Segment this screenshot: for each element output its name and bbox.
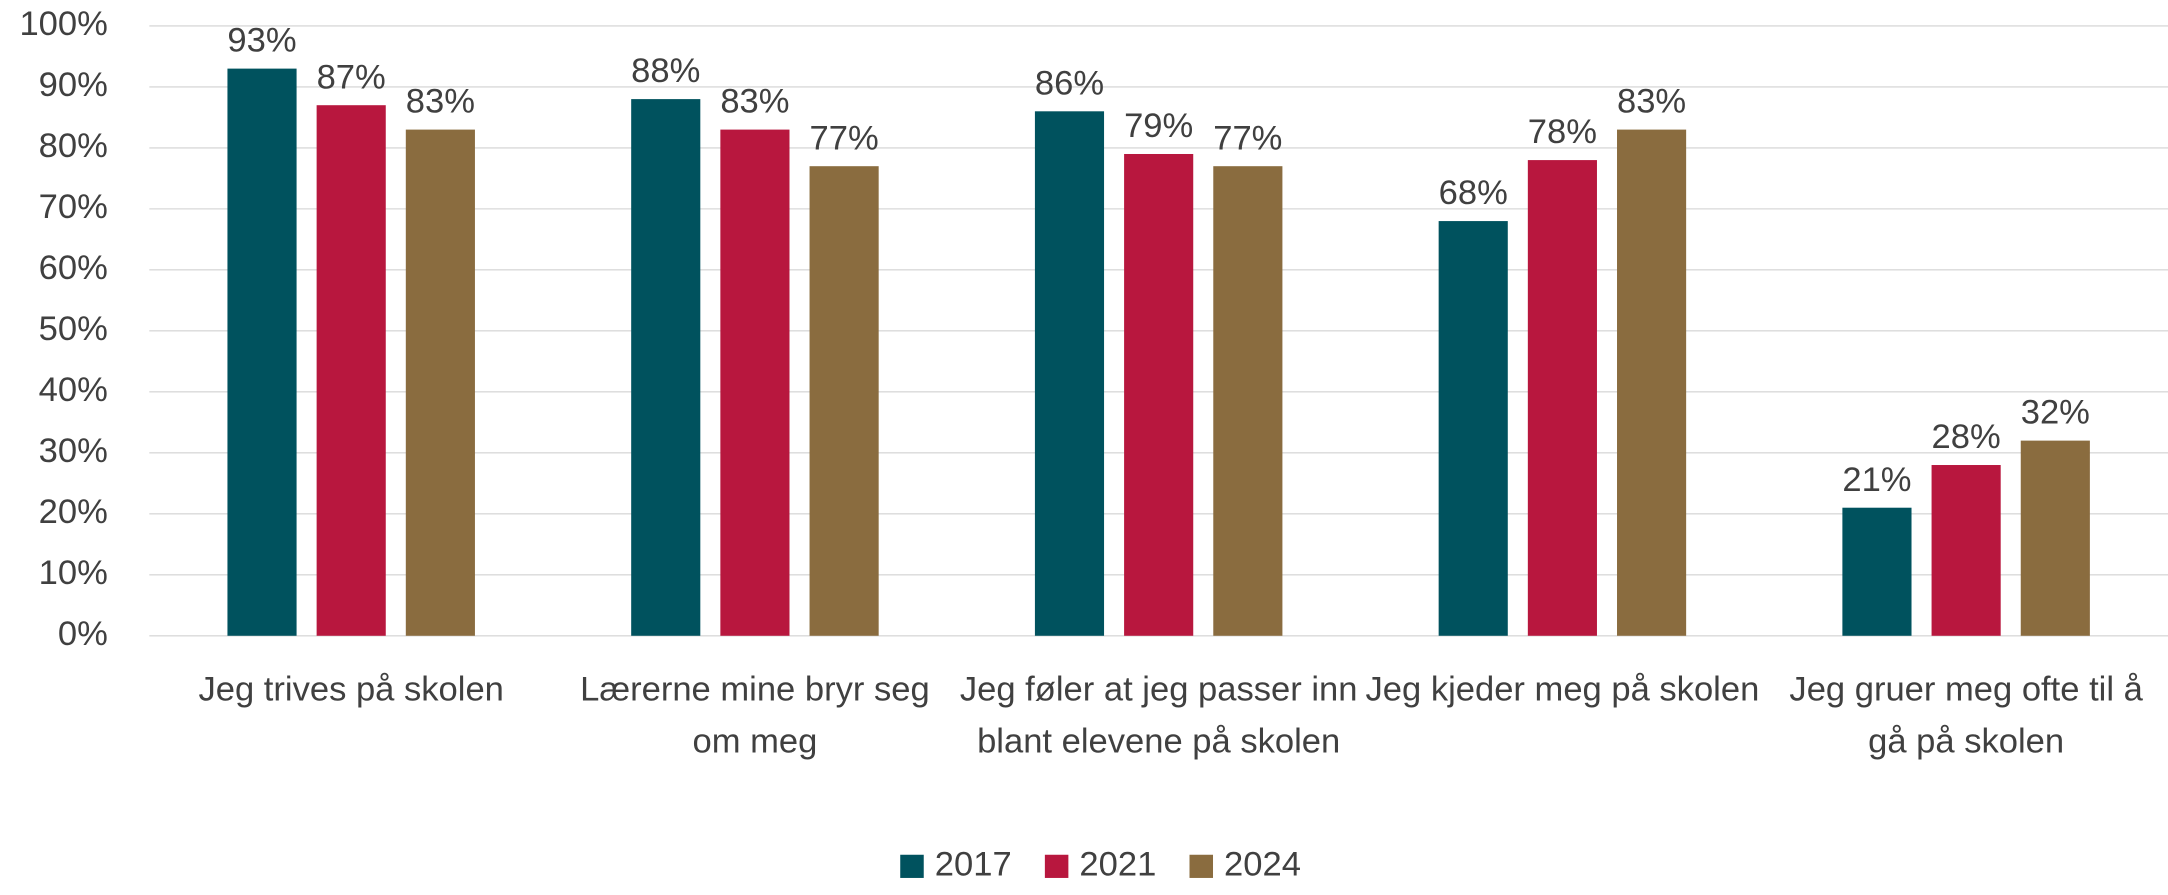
data-label: 86% [1035,65,1104,103]
y-tick-label: 60% [39,249,108,287]
legend-swatch [1044,854,1069,878]
legend-swatch [1189,854,1214,878]
bar [1617,129,1687,636]
bar [720,129,790,636]
data-label: 93% [227,22,296,60]
y-tick-label: 50% [39,310,108,348]
bar [1124,153,1194,636]
legend-label: 2021 [1079,846,1156,884]
bar [809,166,879,636]
y-tick-label: 80% [39,127,108,165]
y-tick-label: 30% [39,432,108,470]
data-label: 21% [1842,461,1911,499]
data-label: 78% [1528,113,1597,151]
data-label: 88% [631,52,700,90]
x-tick-line: Jeg føler at jeg passer inn [960,671,1358,709]
bar [631,99,701,636]
legend-swatch [900,854,924,878]
y-tick-label: 0% [58,615,108,653]
x-tick-line: Jeg trives på skolen [198,671,503,709]
bar [1034,111,1105,636]
bar [1527,160,1597,636]
x-tick-label: Lærerne mine bryr seg om meg [580,671,930,761]
y-tick-label: 40% [39,371,108,409]
y-tick-label: 10% [39,554,108,592]
bar [405,129,475,636]
x-tick-label: Jeg trives på skolen [198,671,503,709]
data-label: 79% [1124,107,1193,145]
data-label: 77% [810,119,879,157]
y-tick-label: 70% [39,188,108,226]
x-tick-label: Jeg gruer meg ofte til å gå på skolen [1789,671,2143,761]
bar [227,68,297,636]
bar [1213,166,1283,636]
x-tick-label: Jeg kjeder meg på skolen [1366,671,1760,709]
x-tick-label: Jeg føler at jeg passer inn blant elevene… [960,671,1358,761]
bar [316,105,386,636]
y-tick-label: 20% [39,493,108,531]
data-label: 83% [720,83,789,121]
data-label: 68% [1439,174,1508,212]
data-label: 83% [406,83,475,121]
data-label: 77% [1213,119,1282,157]
data-label: 32% [2021,394,2090,432]
x-tick-line: om meg [693,723,818,761]
bar [1438,221,1508,636]
y-tick-label: 100% [19,5,107,43]
x-tick-line: Lærerne mine bryr seg [580,671,930,709]
x-tick-line: Jeg kjeder meg på skolen [1366,671,1760,709]
data-label: 28% [1932,418,2001,456]
x-tick-line: gå på skolen [1868,723,2064,761]
legend-label: 2024 [1224,846,1301,884]
legend-label: 2017 [935,846,1012,884]
data-label: 87% [317,58,386,96]
y-tick-label: 90% [39,66,108,104]
bar [2020,440,2090,636]
x-tick-line: blant elevene på skolen [977,723,1340,761]
x-tick-line: Jeg gruer meg ofte til å [1789,671,2143,709]
bar [1842,507,1912,636]
bar [1931,465,2001,636]
data-label: 83% [1617,83,1686,121]
